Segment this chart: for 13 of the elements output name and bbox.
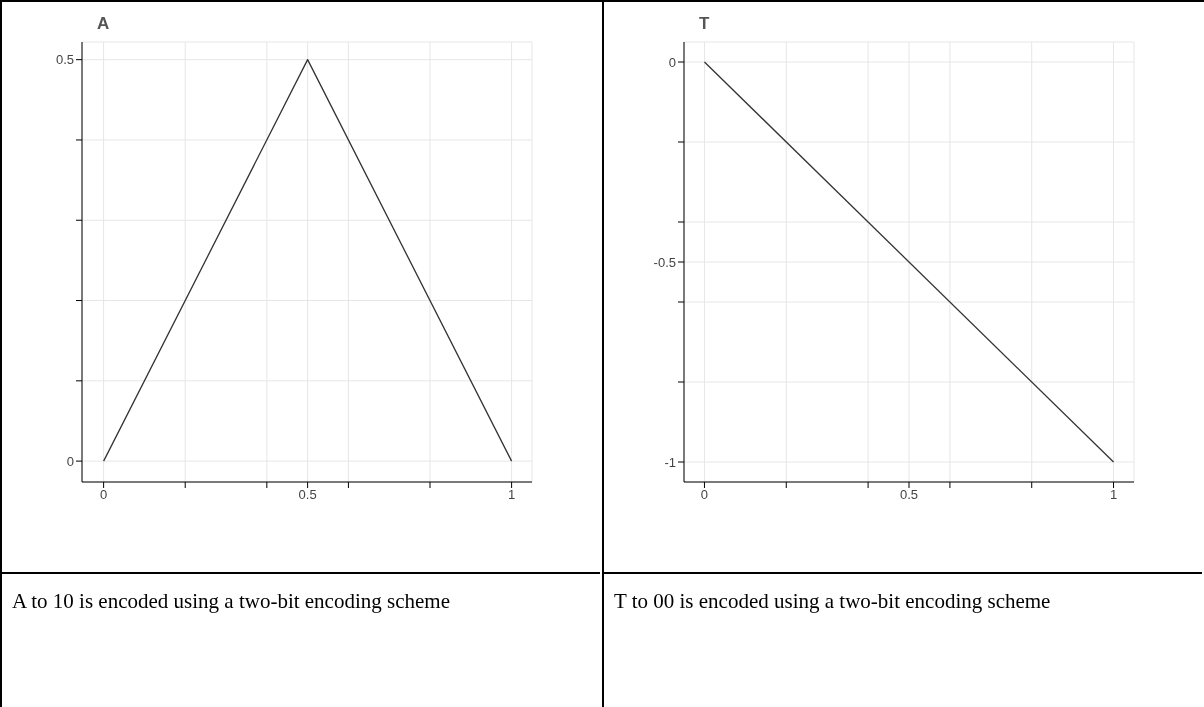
x-tick-label: 0.5 (899, 487, 919, 503)
chart-title: A (97, 14, 110, 34)
chart-title: T (699, 14, 710, 34)
y-tick-label: -0.5 (653, 254, 676, 270)
x-tick-label: 0 (700, 487, 709, 503)
x-tick-label: 0 (100, 487, 108, 503)
text: A to 10 is encoded using a two-bit encoding scheme (12, 588, 451, 615)
x-tick-label: 0.5 (298, 487, 317, 503)
x-tick-label: 1 (507, 487, 516, 503)
x-tick-label: 1 (1109, 487, 1118, 503)
y-tick-label: -1 (664, 454, 676, 470)
text: T to 00 is encoded using a two-bit encoding scheme (614, 588, 1052, 615)
y-tick-label: 0 (668, 54, 676, 70)
